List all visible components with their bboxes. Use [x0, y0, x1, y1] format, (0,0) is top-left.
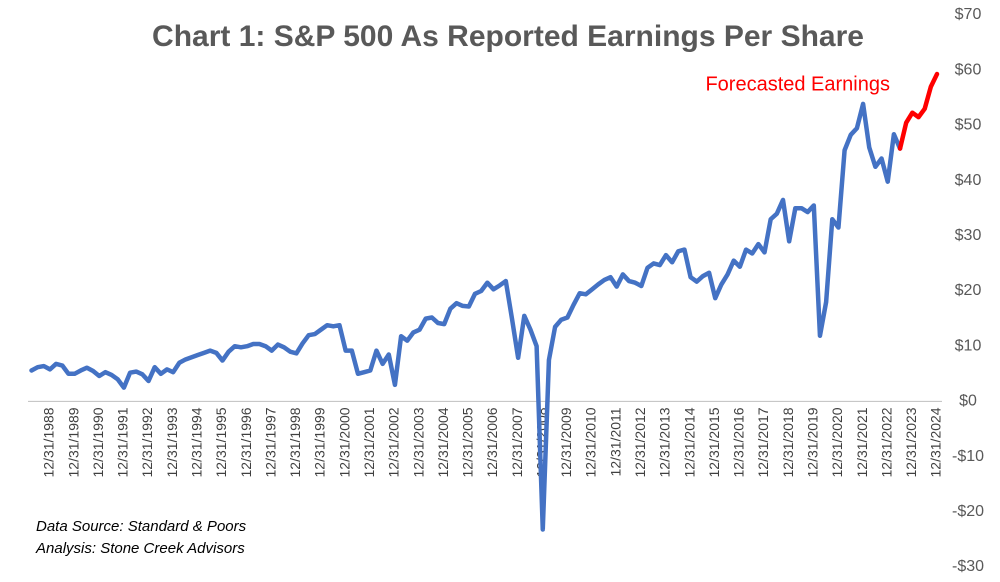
- x-tick-label: 12/31/1996: [238, 407, 254, 477]
- y-tick-label: $60: [955, 61, 982, 78]
- x-tick-label: 12/31/1989: [65, 407, 81, 477]
- y-tick-label: $70: [955, 6, 982, 23]
- x-tick-label: 12/31/2014: [681, 407, 697, 477]
- x-tick-label: 12/31/2010: [583, 407, 599, 477]
- x-tick-label: 12/31/2002: [386, 407, 402, 477]
- x-tick-label: 12/31/1997: [262, 407, 278, 477]
- data-line: [29, 101, 903, 532]
- x-tick-label: 12/31/2004: [435, 407, 451, 477]
- x-tick-label: 12/31/1998: [287, 407, 303, 477]
- analysis-note: Analysis: Stone Creek Advisors: [35, 540, 245, 557]
- data-line: [897, 71, 940, 151]
- x-tick-label: 12/31/1991: [115, 407, 131, 477]
- x-tick-label: 12/31/2003: [410, 407, 426, 477]
- y-tick-label: $0: [959, 393, 977, 410]
- x-tick-label: 12/31/2015: [706, 407, 722, 477]
- x-tick-label: 12/31/1994: [189, 407, 205, 477]
- x-tick-label: 12/31/2020: [829, 407, 845, 477]
- x-tick-label: 12/31/2013: [657, 407, 673, 477]
- x-tick-label: 12/31/2000: [336, 407, 352, 477]
- x-tick-label: 12/31/1995: [213, 407, 229, 477]
- x-tick-label: 12/31/2009: [558, 407, 574, 477]
- x-tick-label: 12/31/2022: [878, 407, 894, 477]
- y-tick-label: $30: [955, 227, 982, 244]
- forecast-label: Forecasted Earnings: [705, 73, 890, 95]
- x-tick-label: 12/31/2021: [854, 407, 870, 477]
- y-tick-label: -$10: [952, 448, 984, 465]
- y-tick-label: $20: [955, 282, 982, 299]
- y-tick-label: $40: [955, 172, 982, 189]
- y-tick-label: -$20: [952, 503, 984, 520]
- x-tick-label: 12/31/2017: [755, 407, 771, 477]
- x-tick-label: 12/31/2018: [780, 407, 796, 477]
- x-tick-label: 12/31/2007: [509, 407, 525, 477]
- x-tick-label: 12/31/1988: [41, 407, 57, 477]
- x-tick-label: 12/31/2024: [928, 407, 944, 477]
- x-tick-label: 12/31/2001: [361, 407, 377, 477]
- x-tick-label: 12/31/1992: [139, 407, 155, 477]
- x-tick-label: 12/31/2005: [460, 407, 476, 477]
- x-tick-label: 12/31/2023: [903, 407, 919, 477]
- x-tick-label: 12/31/1999: [312, 407, 328, 477]
- x-tick-label: 12/31/2006: [484, 407, 500, 477]
- x-tick-label: 12/31/2016: [731, 407, 747, 477]
- x-tick-label: 12/31/2019: [805, 407, 821, 477]
- chart-title: Chart 1: S&P 500 As Reported Earnings Pe…: [152, 20, 864, 53]
- x-tick-label: 12/31/1993: [164, 407, 180, 477]
- y-tick-label: $50: [955, 117, 982, 134]
- x-tick-label: 12/31/2011: [607, 407, 623, 476]
- y-tick-label: $10: [955, 337, 982, 354]
- y-tick-label: -$30: [952, 558, 984, 575]
- source-note: Data Source: Standard & Poors: [36, 518, 247, 535]
- x-tick-label: 12/31/1990: [90, 407, 106, 477]
- x-tick-label: 12/31/2012: [632, 407, 648, 477]
